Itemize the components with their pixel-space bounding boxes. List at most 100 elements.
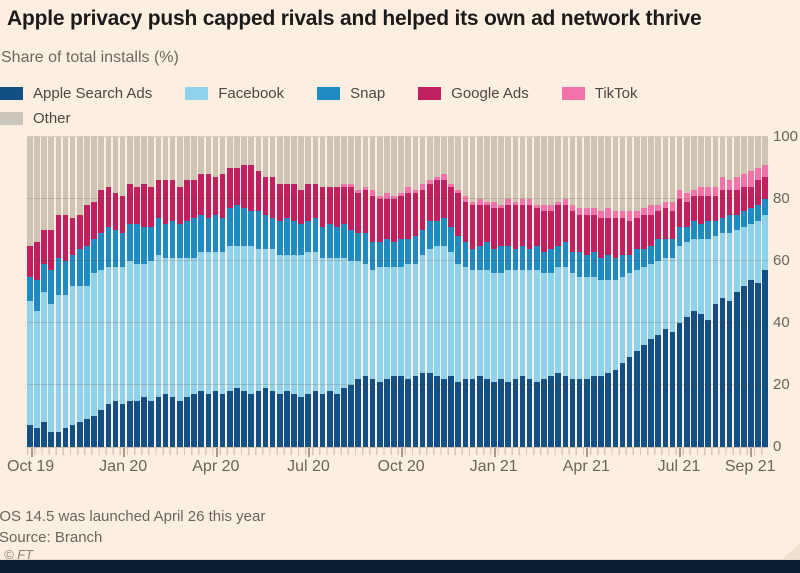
segment-tiktok bbox=[526, 199, 533, 206]
segment-facebook bbox=[462, 267, 469, 379]
segment-google-ads bbox=[269, 177, 276, 218]
segment-tiktok bbox=[348, 183, 354, 187]
segment-google-ads bbox=[119, 195, 126, 234]
bar-week-89 bbox=[662, 137, 669, 447]
segment-other bbox=[219, 137, 226, 175]
x-axis-tick-jan-21 bbox=[493, 448, 496, 457]
segment-facebook bbox=[255, 248, 262, 392]
segment-snap bbox=[533, 245, 540, 271]
segment-facebook bbox=[262, 248, 269, 389]
bar-week-87 bbox=[648, 137, 654, 447]
segment-facebook bbox=[676, 245, 683, 323]
segment-tiktok bbox=[648, 205, 654, 215]
segment-google-ads bbox=[448, 186, 454, 227]
x-axis-label-sep-21: Sep 21 bbox=[724, 458, 776, 475]
segment-google-ads bbox=[155, 180, 162, 218]
segment-facebook bbox=[276, 254, 283, 395]
bar-week-53 bbox=[405, 137, 412, 447]
segment-tiktok bbox=[341, 183, 347, 187]
segment-apple-search-ads bbox=[655, 335, 662, 447]
segment-other bbox=[184, 137, 190, 181]
segment-apple-search-ads bbox=[48, 431, 55, 447]
y-axis-label-20: 20 bbox=[773, 376, 790, 393]
segment-google-ads bbox=[626, 220, 633, 255]
segment-facebook bbox=[705, 239, 711, 320]
segment-other bbox=[491, 137, 497, 203]
segment-facebook bbox=[148, 261, 155, 401]
segment-other bbox=[69, 137, 76, 218]
x-axis-tick-oct-19 bbox=[30, 448, 33, 457]
x-axis-tick-jul-21 bbox=[678, 448, 681, 457]
segment-snap bbox=[98, 233, 105, 271]
segment-facebook bbox=[219, 251, 226, 395]
bar-week-79 bbox=[591, 137, 597, 447]
segment-google-ads bbox=[455, 192, 462, 237]
segment-apple-search-ads bbox=[241, 391, 247, 447]
segment-apple-search-ads bbox=[469, 378, 476, 447]
segment-snap bbox=[355, 233, 362, 262]
segment-apple-search-ads bbox=[541, 378, 547, 447]
segment-tiktok bbox=[448, 183, 454, 187]
segment-facebook bbox=[612, 279, 619, 370]
segment-snap bbox=[276, 220, 283, 255]
legend-item-facebook: Facebook bbox=[185, 85, 284, 102]
bar-week-1 bbox=[34, 137, 40, 447]
bar-week-66 bbox=[498, 137, 504, 447]
bar-week-9 bbox=[91, 137, 97, 447]
bar-week-75 bbox=[562, 137, 569, 447]
bar-week-42 bbox=[326, 137, 333, 447]
segment-snap bbox=[448, 226, 454, 252]
segment-tiktok bbox=[441, 174, 447, 181]
segment-facebook bbox=[741, 226, 747, 286]
legend-label: Facebook bbox=[218, 84, 285, 102]
segment-snap bbox=[434, 220, 440, 246]
segment-snap bbox=[241, 208, 247, 246]
bar-week-26 bbox=[212, 137, 219, 447]
segment-other bbox=[648, 137, 654, 206]
segment-tiktok bbox=[626, 211, 633, 221]
y-axis-label-80: 80 bbox=[773, 190, 790, 207]
segment-snap bbox=[234, 205, 240, 246]
y-axis-label-40: 40 bbox=[773, 314, 790, 331]
segment-facebook bbox=[241, 245, 247, 392]
x-axis-tick-apr-20 bbox=[215, 448, 218, 457]
segment-snap bbox=[298, 223, 304, 255]
segment-tiktok bbox=[491, 202, 497, 209]
bar-week-12 bbox=[112, 137, 119, 447]
segment-apple-search-ads bbox=[119, 403, 126, 447]
segment-tiktok bbox=[412, 189, 419, 193]
bar-week-39 bbox=[305, 137, 312, 447]
segment-google-ads bbox=[619, 217, 626, 255]
segment-facebook bbox=[269, 248, 276, 392]
segment-google-ads bbox=[191, 180, 197, 218]
segment-apple-search-ads bbox=[526, 378, 533, 447]
legend-item-apple-search-ads: Apple Search Ads bbox=[0, 85, 152, 102]
segment-facebook bbox=[98, 270, 105, 410]
segment-facebook bbox=[619, 276, 626, 364]
segment-google-ads bbox=[605, 217, 612, 255]
segment-google-ads bbox=[741, 186, 747, 212]
segment-apple-search-ads bbox=[384, 378, 390, 447]
segment-other bbox=[334, 137, 340, 187]
segment-facebook bbox=[626, 273, 633, 358]
segment-snap bbox=[112, 230, 119, 268]
segment-facebook bbox=[712, 236, 719, 305]
bar-week-76 bbox=[569, 137, 576, 447]
chart-footnote: iOS 14.5 was launched April 26 this year bbox=[0, 508, 266, 525]
segment-snap bbox=[519, 245, 526, 271]
segment-apple-search-ads bbox=[633, 350, 640, 447]
bar-week-99 bbox=[733, 137, 740, 447]
segment-tiktok bbox=[605, 208, 612, 218]
segment-other bbox=[412, 137, 419, 190]
segment-snap bbox=[312, 217, 319, 252]
segment-facebook bbox=[69, 285, 76, 426]
segment-tiktok bbox=[505, 199, 512, 206]
segment-facebook bbox=[598, 279, 604, 376]
segment-facebook bbox=[326, 257, 333, 392]
segment-google-ads bbox=[412, 192, 419, 237]
segment-google-ads bbox=[726, 189, 733, 215]
bar-week-100 bbox=[741, 137, 747, 447]
segment-apple-search-ads bbox=[626, 357, 633, 447]
bar-week-41 bbox=[319, 137, 326, 447]
segment-facebook bbox=[733, 230, 740, 292]
